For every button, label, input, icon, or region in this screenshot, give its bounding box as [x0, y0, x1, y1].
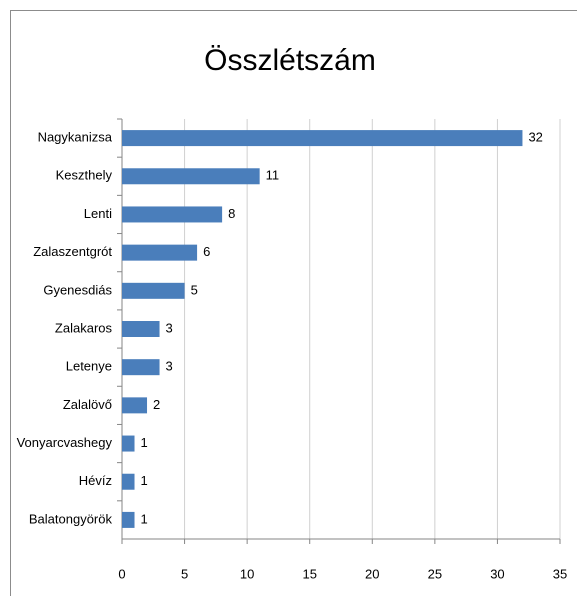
chart-title: Összlétszám — [204, 44, 376, 77]
data-label: 1 — [141, 473, 148, 488]
x-tick-label: 25 — [428, 566, 442, 581]
bar — [122, 244, 198, 261]
y-tick-label: Nagykanizsa — [38, 130, 113, 145]
bar — [122, 130, 523, 147]
bar — [122, 473, 135, 490]
x-tick-label: 5 — [181, 566, 188, 581]
data-label: 1 — [141, 435, 148, 450]
x-tick-label: 10 — [240, 566, 254, 581]
bar — [122, 397, 148, 414]
bar — [122, 206, 223, 223]
y-tick-label: Hévíz — [79, 473, 112, 488]
y-tick-label: Zalalövő — [63, 397, 112, 412]
x-tick-label: 15 — [302, 566, 316, 581]
y-tick-label: Zalaszentgrót — [33, 244, 112, 259]
data-label: 1 — [141, 511, 148, 526]
data-label: 8 — [228, 206, 235, 221]
data-label: 6 — [203, 244, 210, 259]
data-label: 11 — [266, 168, 280, 183]
y-tick-label: Lenti — [84, 206, 112, 221]
y-tick-label: Gyenesdiás — [43, 282, 112, 297]
data-label: 32 — [528, 130, 542, 145]
bar — [122, 435, 135, 452]
data-label: 2 — [153, 397, 160, 412]
bar — [122, 168, 260, 185]
bar — [122, 511, 135, 528]
y-tick-label: Keszthely — [56, 168, 113, 183]
y-tick-label: Zalakaros — [55, 320, 113, 335]
data-label: 3 — [166, 320, 173, 335]
bar — [122, 321, 160, 337]
bar — [122, 282, 185, 299]
x-tick-label: 35 — [553, 566, 567, 581]
x-tick-label: 0 — [118, 566, 125, 581]
bar — [122, 359, 160, 376]
data-label: 3 — [166, 359, 173, 374]
y-tick-label: Vonyarcvashegy — [17, 435, 113, 450]
y-tick-label: Balatongyörök — [29, 511, 113, 526]
chart-border — [10, 10, 577, 596]
data-label: 5 — [191, 282, 198, 297]
x-tick-label: 20 — [365, 566, 379, 581]
y-tick-label: Letenye — [66, 359, 112, 374]
x-tick-label: 30 — [490, 566, 504, 581]
